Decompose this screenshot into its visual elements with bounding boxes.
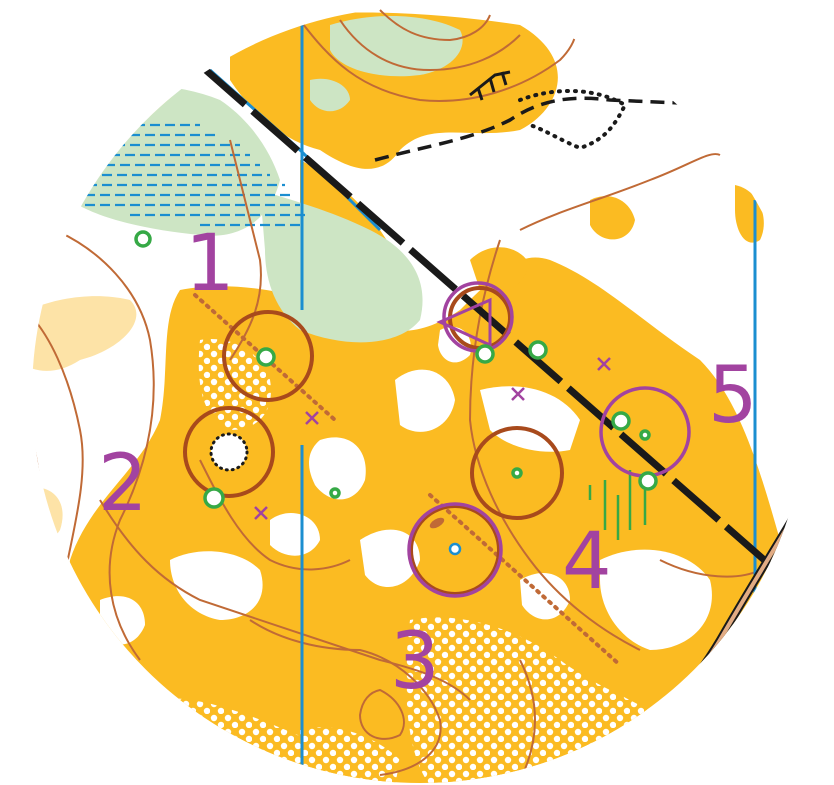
start-triangle-icon: [436, 297, 492, 348]
cross-marker-icon: [254, 357, 611, 520]
control-number-1: 1: [185, 219, 235, 309]
vehicle-track: [197, 62, 773, 568]
green-lines: [588, 470, 647, 540]
green-feature-ring-icon: [134, 230, 658, 509]
footpath: [374, 96, 681, 162]
control-number-5: 5: [708, 351, 758, 441]
cliff-icon: [469, 70, 511, 101]
dotted-boundary: [518, 89, 628, 151]
control-number-4: 4: [562, 517, 612, 607]
control-number-3: 3: [390, 617, 440, 707]
depression: [209, 432, 249, 472]
small-paths: [193, 293, 622, 667]
water-feature-icon: [448, 542, 462, 556]
control-number-2: 2: [98, 439, 148, 529]
boulder: [429, 517, 445, 529]
contour-lines: [32, 9, 761, 781]
